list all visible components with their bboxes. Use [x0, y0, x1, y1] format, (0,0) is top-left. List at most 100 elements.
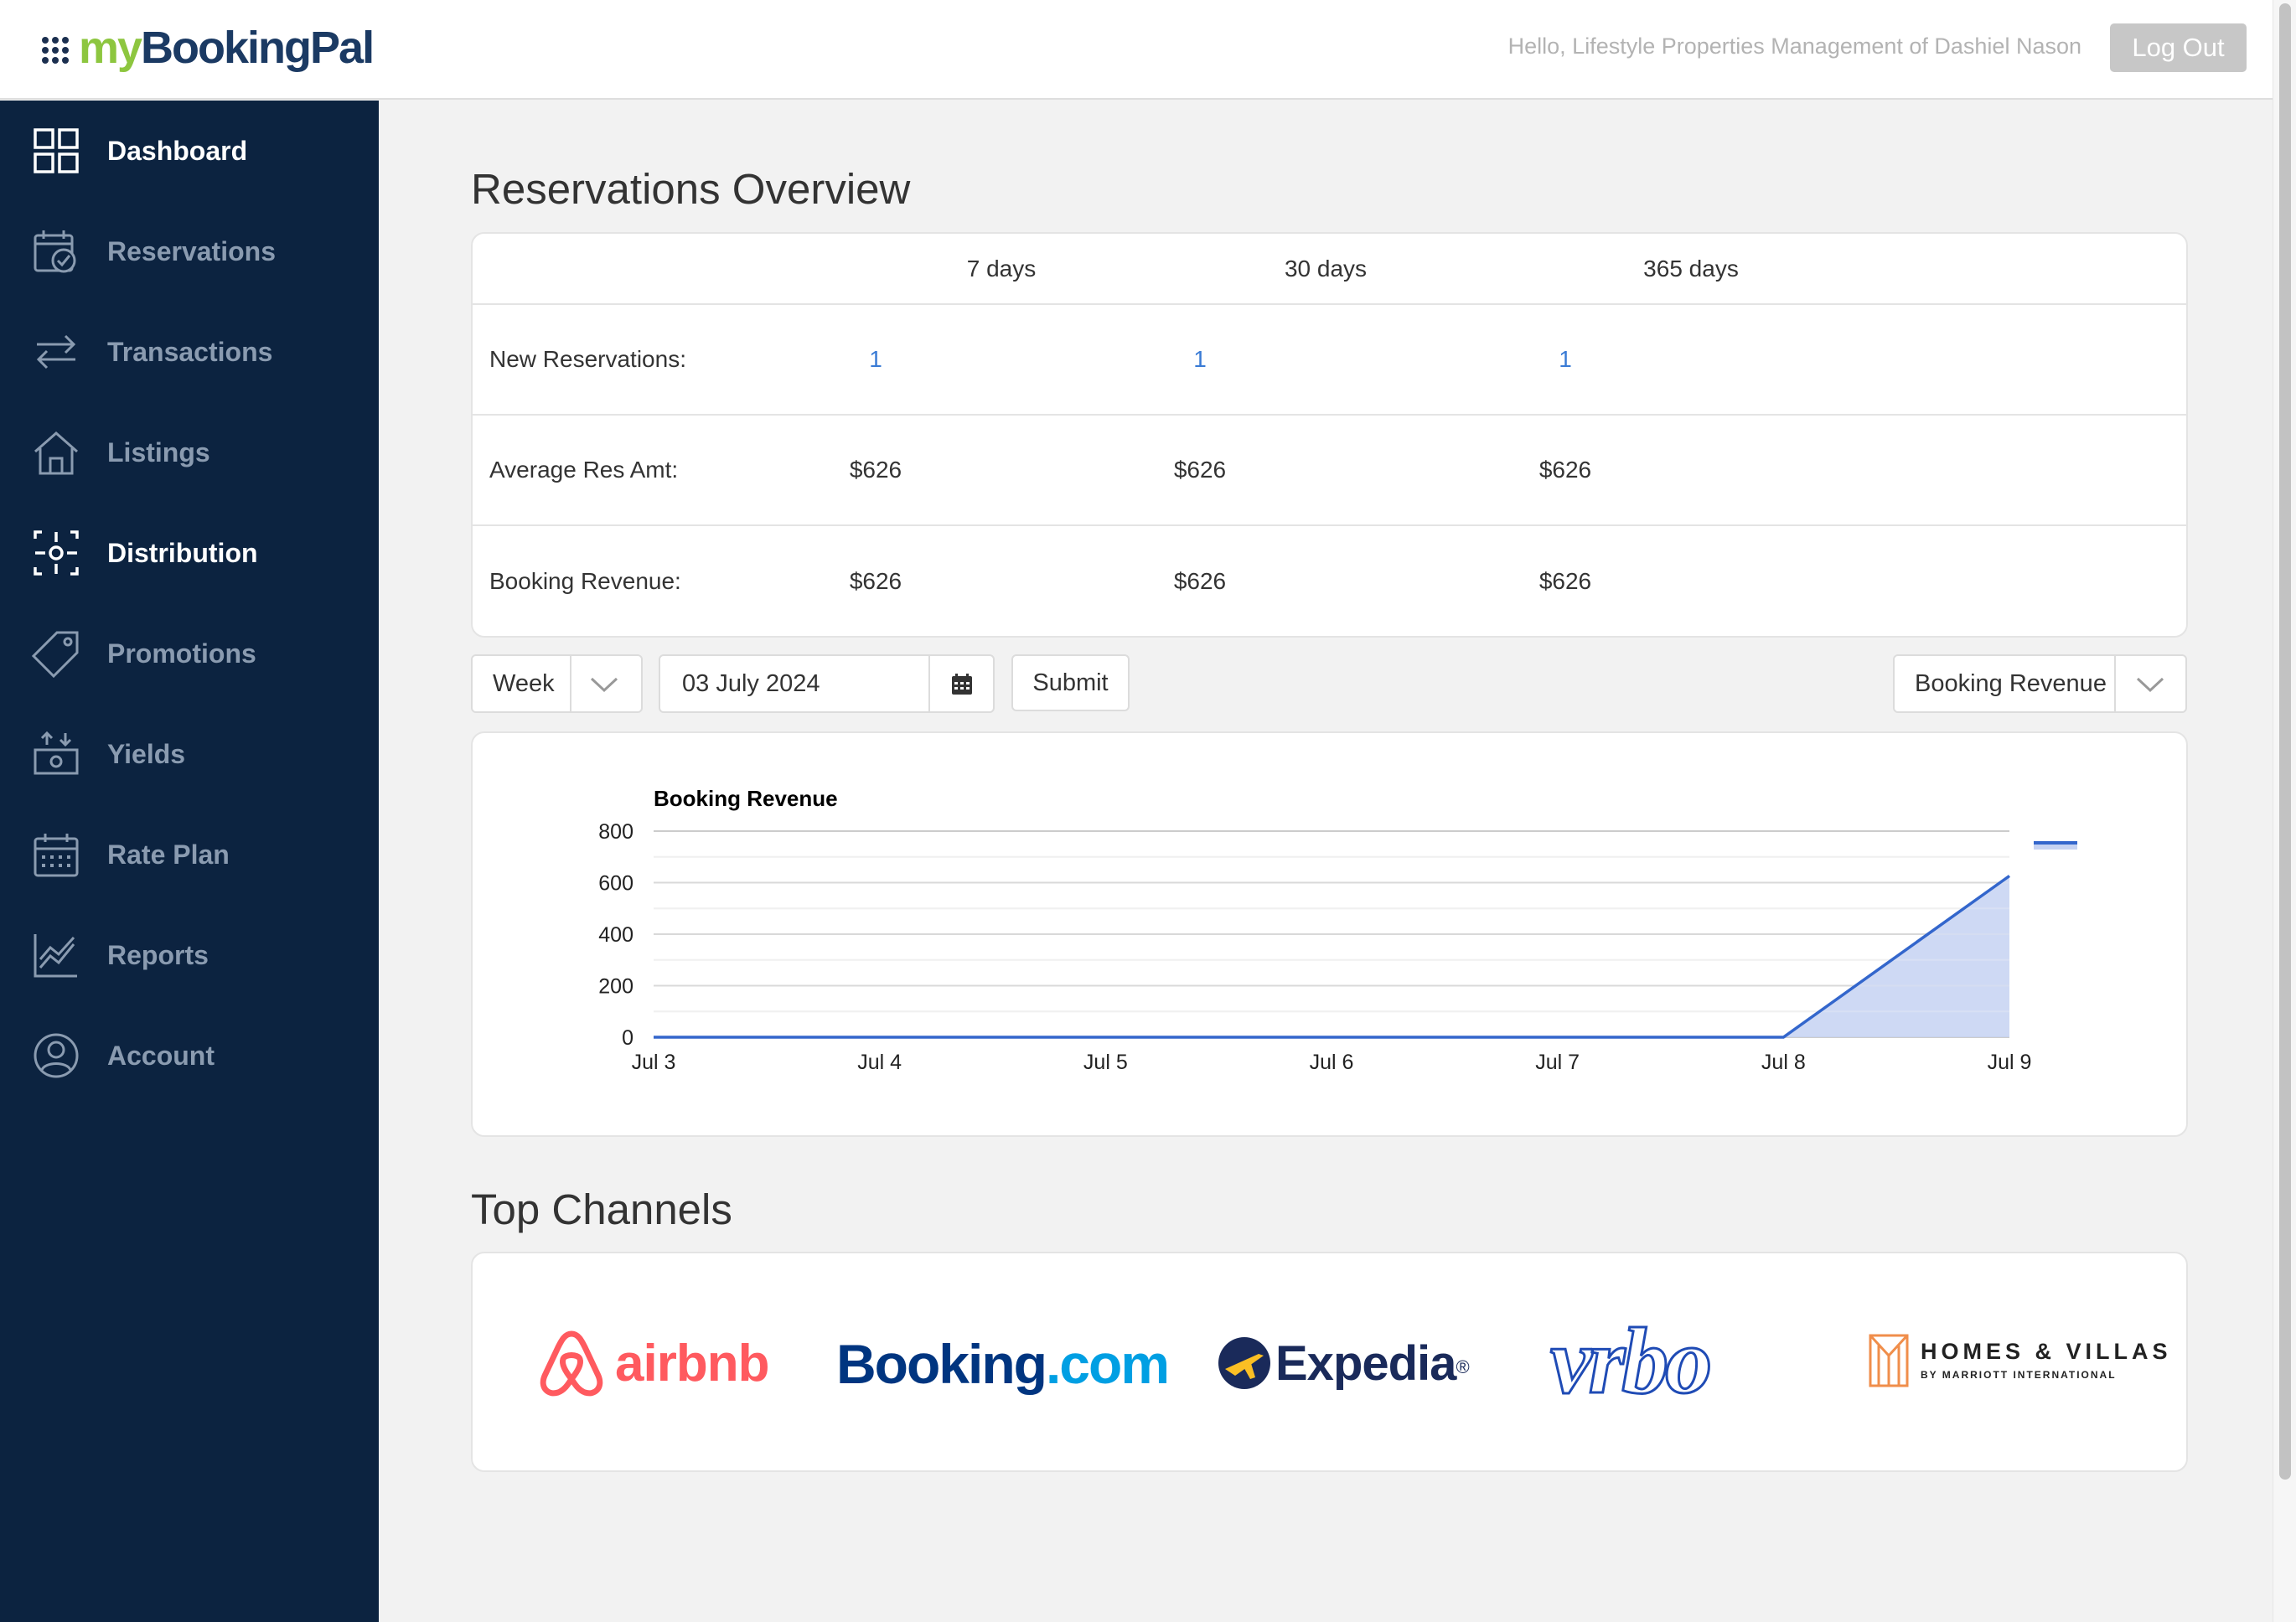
y-tick-label: 0 — [622, 1026, 633, 1050]
sidebar-item-label: Reservations — [107, 235, 276, 266]
sidebar-item-label: Listings — [107, 436, 210, 467]
sidebar: Dashboard Reservations Transactions List… — [0, 101, 379, 1622]
period-select-value: Week — [493, 669, 555, 697]
legend-swatch-fill — [2034, 841, 2077, 850]
select-divider — [570, 656, 571, 711]
submit-button[interactable]: Submit — [1011, 654, 1130, 711]
table-cell: $626 — [1173, 568, 1227, 594]
calendar-grid-icon — [32, 830, 80, 879]
sidebar-item-label: Dashboard — [107, 135, 248, 166]
booking-revenue-chart-card: 0 200 400 600 800 Jul 3 Jul 4 Jul 5 Jul 6 Jul 7 Ju… — [471, 731, 2188, 1137]
period-select[interactable]: Week — [471, 654, 643, 713]
reservation-count-link[interactable]: 1 — [1559, 346, 1572, 372]
sidebar-item-label: Rate Plan — [107, 839, 230, 870]
table-header-row: 7 days 30 days 365 days — [473, 234, 2186, 305]
airbnb-belo-icon — [540, 1330, 603, 1397]
money-icon — [32, 730, 80, 778]
table-cell: $626 — [849, 568, 902, 594]
y-tick-label: 400 — [598, 923, 633, 947]
date-input[interactable]: 03 July 2024 — [682, 669, 820, 697]
top-channels-title: Top Channels — [471, 1186, 732, 1233]
reservation-count-link[interactable]: 1 — [1193, 346, 1207, 372]
table-cell: $626 — [1538, 568, 1592, 594]
page-scrollbar[interactable] — [2273, 0, 2296, 1622]
x-tick-label: Jul 3 — [632, 1051, 676, 1074]
row-label: Booking Revenue: — [489, 568, 681, 594]
x-tick-label: Jul 6 — [1310, 1051, 1354, 1074]
reservation-count-link[interactable]: 1 — [869, 346, 882, 372]
vrbo-wordmark: vrbo — [1549, 1308, 1713, 1414]
row-label: Average Res Amt: — [489, 457, 679, 483]
y-tick-label: 800 — [598, 820, 633, 844]
metric-select-value: Booking Revenue — [1915, 669, 2107, 697]
series-area — [654, 876, 2009, 1037]
logout-button[interactable]: Log Out — [2110, 23, 2247, 72]
brand-name: BookingPal — [141, 23, 375, 73]
sidebar-item-label: Promotions — [107, 638, 256, 669]
reservations-overview-table: 7 days 30 days 365 days New Reservations… — [471, 232, 2188, 638]
sidebar-item-label: Transactions — [107, 336, 273, 367]
series-line — [654, 875, 2011, 1039]
page-title: Reservations Overview — [471, 165, 911, 213]
expedia-plane-icon — [1218, 1337, 1270, 1389]
chevron-down-icon — [2136, 677, 2164, 693]
expedia-registered-mark: ® — [1456, 1356, 1470, 1377]
x-tick-label: Jul 4 — [857, 1051, 902, 1074]
booking-com-logo[interactable]: Booking .com — [836, 1330, 1170, 1397]
vrbo-logo[interactable]: vrbo — [1549, 1308, 1713, 1414]
y-tick-label: 600 — [598, 872, 633, 896]
sidebar-item-dashboard[interactable]: Dashboard — [0, 101, 379, 201]
table-row: New Reservations: 1 1 1 — [473, 305, 2186, 416]
column-header-30-days: 30 days — [1284, 255, 1368, 282]
booking-suffix: .com — [1045, 1333, 1170, 1395]
user-circle-icon — [32, 1031, 80, 1080]
table-row: Average Res Amt: $626 $626 $626 — [473, 416, 2186, 526]
sidebar-item-yields[interactable]: Yields — [0, 704, 379, 804]
tag-icon — [31, 629, 80, 679]
brand-my: my — [79, 23, 142, 73]
user-greeting: Hello, Lifestyle Properties Management o… — [1507, 34, 2081, 59]
top-channels-card: airbnb Booking .com Expedia ® vrbo HOMES &… — [471, 1252, 2188, 1472]
expedia-wordmark: Expedia — [1275, 1335, 1456, 1391]
homes-villas-subtitle: BY MARRIOTT INTERNATIONAL — [1921, 1369, 2117, 1381]
scrollbar-thumb[interactable] — [2279, 3, 2291, 1480]
sidebar-item-promotions[interactable]: Promotions — [0, 603, 379, 704]
sidebar-item-reports[interactable]: Reports — [0, 905, 379, 1005]
airbnb-logo[interactable]: airbnb — [538, 1325, 769, 1401]
sidebar-item-reservations[interactable]: Reservations — [0, 201, 379, 302]
table-cell: $626 — [1538, 457, 1592, 483]
sidebar-item-account[interactable]: Account — [0, 1005, 379, 1106]
transfer-arrows-icon — [32, 328, 80, 376]
x-tick-label: Jul 9 — [1988, 1051, 2032, 1074]
row-label: New Reservations: — [489, 346, 686, 372]
logo-dots-icon — [42, 37, 69, 64]
sidebar-item-transactions[interactable]: Transactions — [0, 302, 379, 402]
x-tick-label: Jul 7 — [1535, 1051, 1580, 1074]
select-divider — [2114, 656, 2116, 711]
table-cell: $626 — [849, 457, 902, 483]
table-row: Booking Revenue: $626 $626 $626 — [473, 526, 2186, 637]
calendar-icon[interactable] — [950, 673, 974, 696]
y-tick-label: 200 — [598, 975, 633, 999]
sidebar-item-label: Account — [107, 1040, 215, 1071]
sidebar-item-listings[interactable]: Listings — [0, 402, 379, 503]
x-tick-label: Jul 8 — [1761, 1051, 1806, 1074]
metric-select[interactable]: Booking Revenue — [1893, 654, 2187, 713]
column-header-365-days: 365 days — [1643, 255, 1739, 282]
booking-wordmark: Booking — [836, 1333, 1047, 1395]
date-divider — [928, 656, 930, 711]
chart-title: Booking Revenue — [654, 786, 838, 811]
homes-villas-wordmark: HOMES & VILLAS — [1921, 1339, 2172, 1364]
sidebar-item-label: Yields — [107, 738, 186, 769]
booking-revenue-chart: 0 200 400 600 800 Jul 3 Jul 4 Jul 5 Jul 6 Jul 7 Ju… — [598, 786, 2077, 1074]
sidebar-item-label: Reports — [107, 939, 209, 970]
expedia-logo[interactable]: Expedia ® — [1217, 1325, 1470, 1401]
brand-logo[interactable]: my BookingPal — [42, 18, 375, 77]
chart-line-icon — [32, 931, 80, 979]
date-picker[interactable]: 03 July 2024 — [659, 654, 995, 713]
sidebar-item-label: Distribution — [107, 537, 258, 568]
chevron-down-icon — [590, 677, 618, 693]
x-tick-label: Jul 5 — [1083, 1051, 1128, 1074]
sidebar-item-rate-plan[interactable]: Rate Plan — [0, 804, 379, 905]
sidebar-item-distribution[interactable]: Distribution — [0, 503, 379, 603]
